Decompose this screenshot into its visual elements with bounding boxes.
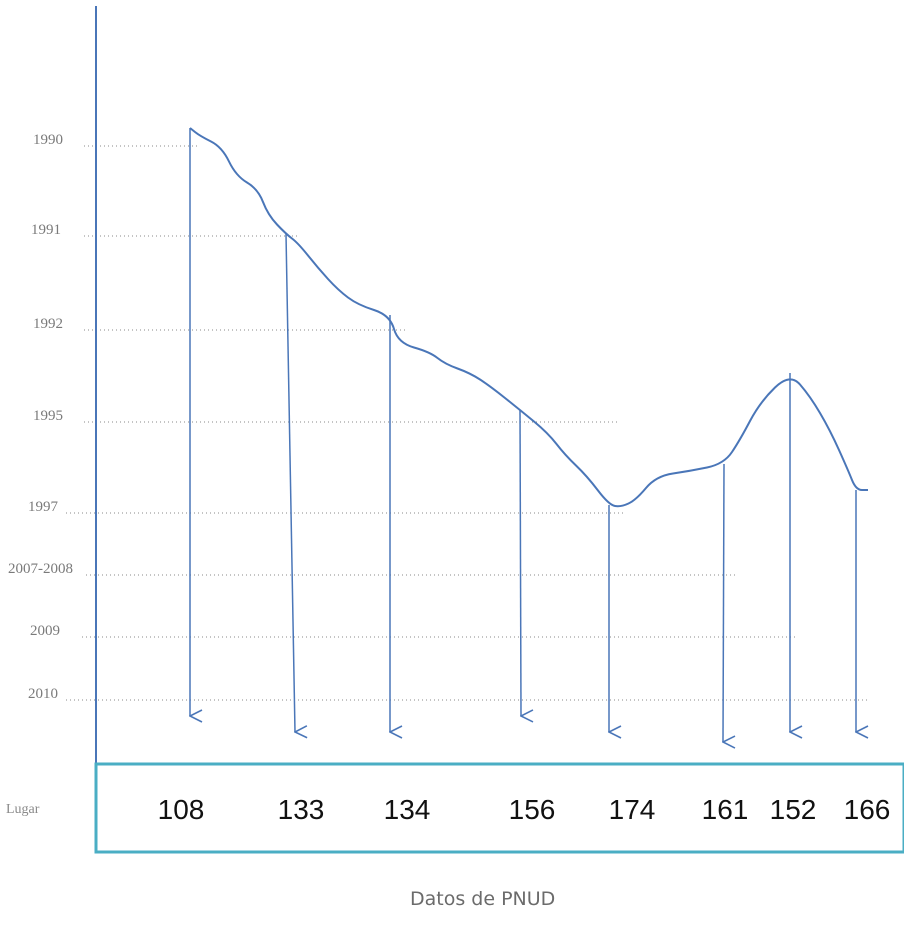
year-axis-labels: 1990 1991 1992 1995 1997 2007-2008 2009 2010 [8, 132, 73, 702]
rank-value-3: 156 [509, 794, 556, 825]
year-label-0: 1990 [33, 132, 63, 148]
year-label-6: 2009 [30, 623, 60, 639]
gridlines [66, 145, 870, 701]
lugar-label: Lugar [6, 802, 40, 817]
rank-value-2: 134 [384, 794, 431, 825]
rank-curve [189, 127, 868, 508]
year-label-4: 1997 [28, 499, 59, 515]
year-label-5: 2007-2008 [8, 561, 73, 577]
rank-arrows [190, 128, 856, 742]
year-label-7: 2010 [28, 686, 58, 702]
rank-value-0: 108 [158, 794, 205, 825]
source-label: Datos de PNUD [410, 888, 555, 910]
rank-value-4: 174 [609, 794, 656, 825]
rank-box [94, 762, 904, 854]
year-label-1: 1991 [31, 222, 61, 238]
year-label-2: 1992 [33, 316, 63, 332]
rank-value-5: 161 [702, 794, 749, 825]
year-label-3: 1995 [33, 408, 63, 424]
rank-values: 108 133 134 156 174 161 152 166 [158, 794, 891, 825]
rank-arrow-3 [519, 409, 521, 716]
rank-value-6: 152 [770, 794, 817, 825]
rank-value-1: 133 [278, 794, 325, 825]
rank-value-7: 166 [844, 794, 891, 825]
rank-arrow-5 [723, 463, 724, 742]
rank-arrow-1 [285, 233, 295, 732]
